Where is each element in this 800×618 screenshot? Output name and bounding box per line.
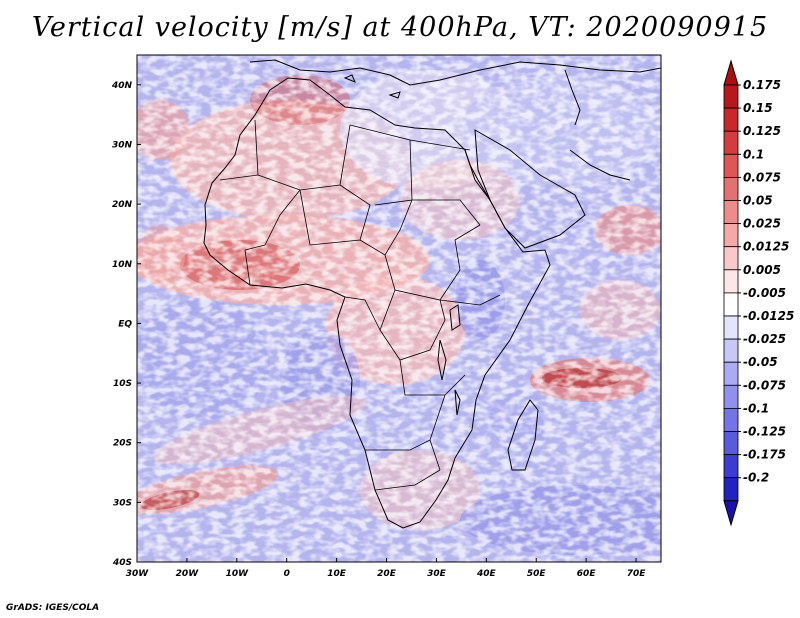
y-tick-label: 20N [112,200,133,210]
lakes [437,304,461,416]
colorbar-swatch [723,153,739,178]
country-borders [219,119,501,491]
colorbar-swatch [723,384,739,409]
colorbar-swatch [723,107,739,132]
credit-text: GrADS: IGES/COLA [6,603,100,613]
y-tick-label: 10S [113,379,132,389]
y-tick-label: 40S [112,558,132,568]
colorbar-swatch [723,361,739,386]
x-tick-label: 10E [327,569,347,579]
colorbar-label: 0.025 [743,217,781,231]
colorbar-label: -0.1 [743,401,769,415]
x-tick-label: 40E [476,569,497,579]
red-sea-coast [464,149,491,201]
colorbar-label: -0.005 [743,286,786,300]
colorbar-swatch [723,130,739,155]
x-tick-label: 30E [427,569,447,579]
x-tick-label: 30W [126,569,150,579]
colorbar-swatch [723,477,739,502]
europe-coast [249,59,661,86]
colorbar-label: 0.175 [743,78,781,92]
colorbar-swatch [723,338,739,363]
mediterranean-islands [343,74,401,99]
y-tick-label: 30N [112,140,133,150]
colorbar-swatch [723,454,739,479]
colorbar-label: 0.15 [743,101,773,115]
colorbar-swatch [723,269,739,294]
madagascar-coastline [507,399,539,471]
y-tick-label: 40N [111,81,133,91]
y-tick-label: 10N [112,260,133,270]
axis-labels: 30W 20W 10W 0 10E 20E 30E 40E 50E 60E 70E 40N 30N 20N… [111,81,646,579]
x-tick-label: 20E [377,569,397,579]
x-tick-label: 70E [627,569,647,579]
colorbar-label: -0.05 [743,355,778,369]
arabian-peninsula [474,129,586,249]
colorbar-swatch [723,292,739,317]
colorbar-label: -0.125 [743,425,786,439]
colorbar-label: -0.2 [743,471,769,485]
colorbar-label: 0.005 [743,263,781,277]
colorbar-label: -0.025 [743,332,786,346]
colorbar-swatch [723,246,739,271]
colorbar-label: 0.0125 [743,240,789,254]
y-tick-label: EQ [118,319,132,329]
x-tick-label: 10W [226,569,250,579]
map-plot-area [137,55,661,562]
colorbar-swatch [723,223,739,248]
axis-ticks [136,84,637,563]
map-frame [136,54,662,563]
x-tick-label: 60E [577,569,597,579]
colorbar: 0.175 0.15 0.125 0.1 0.075 0.05 0.025 0.0125 0.0… [723,59,794,527]
y-tick-label: 30S [113,498,132,508]
colorbar-label: 0.1 [743,147,764,161]
colorbar-label: -0.175 [743,448,786,462]
colorbar-swatch [723,431,739,456]
colorbar-bottom-arrow [723,500,739,527]
x-tick-label: 20W [176,569,200,579]
colorbar-swatch [723,176,739,201]
colorbar-label: -0.0125 [743,309,794,323]
colorbar-swatch [723,84,739,109]
colorbar-label: -0.075 [743,378,786,392]
caspian-coast [564,69,581,126]
colorbar-label: 0.075 [743,170,781,184]
y-tick-label: 20S [113,439,132,449]
field-speckle [137,55,661,562]
coastlines-and-borders [203,59,661,529]
x-tick-label: 0 [284,569,290,579]
persian-gulf [569,149,631,181]
figure-title: Vertical velocity [m/s] at 400hPa, VT: 2… [31,12,769,43]
colorbar-swatch [723,200,739,225]
x-tick-label: 50E [527,569,547,579]
colorbar-top-arrow [723,59,739,86]
colorbar-swatch [723,315,739,340]
colorbar-label: 0.05 [743,194,773,208]
colorbar-label: 0.125 [743,124,781,138]
colorbar-swatch [723,407,739,432]
